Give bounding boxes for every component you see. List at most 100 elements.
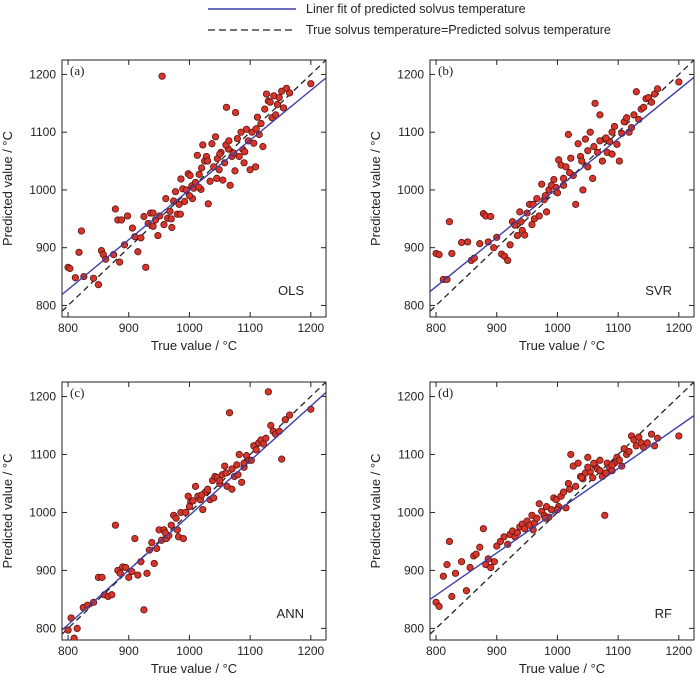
data-point	[462, 587, 471, 595]
data-point	[559, 174, 568, 182]
data-point	[206, 177, 214, 185]
data-point	[116, 258, 124, 266]
data-point	[194, 183, 203, 191]
data-point	[533, 195, 541, 203]
data-point	[225, 409, 234, 417]
data-point	[487, 212, 495, 221]
data-point	[590, 143, 598, 151]
y-tick-label: 1100	[398, 447, 424, 461]
y-tick-label: 800	[404, 621, 424, 635]
model-label: SVR	[645, 283, 672, 298]
data-point	[215, 166, 223, 174]
data-point	[259, 143, 267, 151]
y-tick-label: 900	[36, 241, 56, 255]
plot-frame	[429, 381, 695, 641]
y-tick-label: 1200	[397, 389, 424, 403]
data-point	[562, 163, 570, 171]
data-point	[472, 550, 480, 558]
data-point	[261, 105, 269, 113]
data-point	[596, 456, 604, 464]
data-point	[266, 98, 274, 106]
data-point	[572, 482, 580, 490]
data-point	[552, 496, 560, 504]
x-tick-label: 1100	[237, 644, 263, 658]
data-point	[191, 482, 200, 490]
data-point	[108, 591, 116, 599]
y-axis-label: Predicted value / °C	[0, 131, 15, 246]
data-point	[253, 113, 262, 121]
x-axis-label: True value / °C	[519, 338, 605, 353]
y-axis-label: Predicted value / °C	[0, 453, 15, 568]
data-point	[64, 626, 72, 634]
y-tick-label: 900	[404, 563, 424, 577]
data-point	[171, 188, 180, 196]
data-point	[493, 542, 501, 550]
data-point	[487, 563, 495, 572]
data-point	[479, 525, 488, 533]
data-point	[640, 103, 648, 111]
data-point	[578, 474, 586, 482]
y-tick-label: 900	[404, 241, 424, 255]
data-point	[89, 274, 98, 282]
x-tick-label: 1000	[544, 321, 571, 335]
x-tick-label: 1100	[237, 321, 263, 335]
fit-line	[430, 76, 694, 293]
data-point	[578, 157, 586, 165]
model-label: ANN	[277, 606, 304, 621]
data-point	[590, 459, 598, 467]
data-point	[137, 234, 145, 242]
data-point	[250, 139, 258, 147]
data-point	[117, 216, 126, 224]
x-tick-label: 900	[487, 321, 507, 335]
data-point	[647, 430, 656, 438]
data-point	[521, 231, 529, 239]
legend-identity-label: True solvus temperature=Predicted solvus…	[306, 23, 611, 37]
data-point	[516, 208, 524, 216]
chart-panel-1: 800 900 1000 1100 1200 800 900 1000 1100 1200 True…	[0, 59, 327, 353]
data-point	[448, 592, 456, 601]
data-point	[596, 467, 604, 475]
y-tick-label: 900	[36, 563, 56, 577]
x-tick-label: 1000	[544, 644, 571, 658]
data-point	[238, 478, 246, 486]
data-point	[591, 99, 599, 107]
data-point	[225, 137, 233, 145]
data-point	[204, 485, 212, 493]
data-point	[565, 485, 574, 493]
data-point	[601, 511, 609, 519]
data-point	[285, 89, 294, 97]
data-point	[504, 256, 512, 265]
data-point	[272, 111, 280, 119]
data-point	[553, 189, 562, 197]
chart-panel-2: 800 900 1000 1100 1200 800 900 1000 1100 1200 True…	[368, 59, 695, 353]
data-point	[222, 103, 231, 111]
data-point	[172, 514, 180, 522]
data-point	[613, 140, 621, 148]
plot-area	[430, 60, 694, 312]
data-point	[204, 200, 212, 208]
plot-area	[62, 382, 326, 640]
data-point	[222, 469, 230, 477]
data-point	[506, 241, 514, 249]
data-point	[140, 212, 148, 221]
data-point	[533, 514, 541, 522]
data-point	[98, 573, 106, 581]
data-point	[451, 569, 460, 577]
x-tick-label: 1000	[176, 321, 203, 335]
data-point	[142, 263, 150, 271]
panel-letter: (d)	[438, 385, 453, 400]
data-point	[281, 416, 289, 424]
data-point	[158, 72, 166, 80]
data-point	[602, 134, 610, 142]
model-label: RF	[655, 606, 672, 621]
chart-panel-3: 800 900 1000 1100 1200 800 900 1000 1100 1200 True…	[0, 381, 327, 676]
data-point	[166, 207, 174, 215]
y-tick-label: 1000	[397, 505, 424, 519]
data-point	[167, 521, 175, 529]
fit-line	[430, 415, 694, 600]
data-point	[584, 453, 592, 461]
data-point	[70, 634, 78, 640]
x-tick-label: 1100	[605, 321, 631, 335]
data-point	[435, 251, 443, 259]
